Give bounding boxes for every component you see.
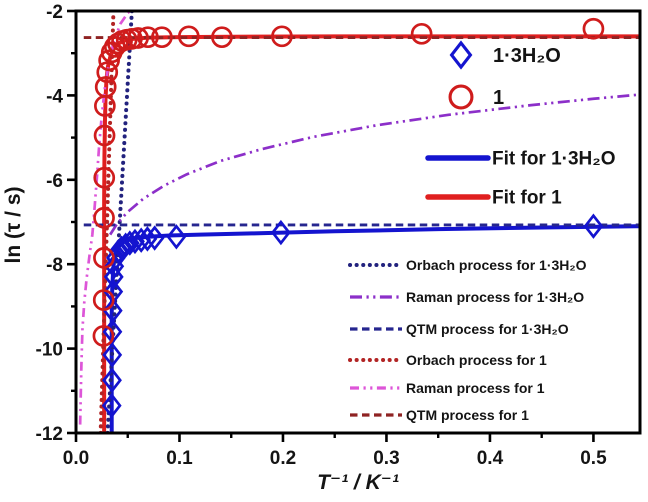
data-point-sample-hydrate (583, 213, 604, 239)
data-point-sample-1 (127, 27, 149, 49)
legend-label-sample-1: 1 (493, 87, 504, 109)
line-raman-hydrate (109, 93, 639, 236)
legend-label-orbach-1: Orbach process for 1 (406, 352, 547, 368)
data-point-sample-hydrate (105, 245, 126, 271)
y-tick-label: -6 (46, 171, 63, 192)
axis-ticks (67, 9, 595, 442)
data-point-sample-1 (93, 166, 116, 189)
data-point-sample-hydrate (270, 219, 291, 246)
data-point-sample-1 (211, 26, 233, 49)
data-point-sample-1 (582, 17, 605, 40)
data-point-sample-hydrate (102, 342, 123, 368)
x-tick-label: 0.0 (63, 448, 89, 469)
data-point-sample-1 (271, 25, 293, 48)
x-tick-label: 0.2 (270, 448, 296, 469)
data-point-sample-1 (151, 26, 173, 49)
data-point-sample-hydrate (101, 392, 122, 419)
data-point-sample-1 (93, 124, 116, 147)
plot-frame (74, 9, 642, 435)
data-point-sample-hydrate (144, 225, 165, 251)
y-tick-label: -8 (46, 255, 63, 276)
data-point-sample-1 (103, 36, 126, 58)
data-point-sample-hydrate (103, 264, 124, 290)
data-point-sample-1 (410, 22, 433, 45)
legend-marker-sample-hydrate (449, 40, 473, 70)
data-point-sample-hydrate (111, 235, 132, 261)
data-point-sample-1 (92, 289, 115, 311)
data-point-sample-1 (93, 247, 115, 269)
legend-label-orbach-hydrate: Orbach process for 1·3H₂O (406, 257, 587, 273)
data-point-sample-hydrate (115, 232, 136, 258)
plot-series (78, 12, 639, 433)
data-point-sample-hydrate (102, 297, 123, 324)
x-tick-label: 0.3 (373, 448, 399, 469)
data-point-sample-1 (177, 25, 200, 48)
data-point-sample-hydrate (119, 230, 140, 256)
legend-label-sample-hydrate: 1·3H₂O (493, 45, 561, 67)
x-tick-label: 0.5 (580, 448, 607, 469)
axis-tick-labels: 0.0 0.1 0.2 0.3 0.4 0.5 -12 -10 -8 -6 -4 -2 (36, 2, 608, 469)
x-axis-label: T⁻¹ / K⁻¹ (317, 471, 399, 494)
x-tick-label: 0.1 (166, 448, 193, 469)
y-axis-label: ln (τ / s) (2, 186, 25, 263)
legend-label-raman-1: Raman process for 1 (406, 380, 545, 396)
legend-label-qtm-1: QTM process for 1 (406, 407, 529, 423)
legend-label-raman-hydrate: Raman process for 1·3H₂O (406, 289, 584, 305)
y-tick-label: -4 (46, 86, 63, 107)
x-tick-label: 0.4 (477, 448, 504, 469)
data-point-sample-hydrate (166, 224, 187, 250)
legend-label-fit-1: Fit for 1 (492, 188, 562, 209)
legend-label-qtm-hydrate: QTM process for 1·3H₂O (406, 321, 569, 337)
data-point-sample-hydrate (137, 226, 158, 252)
legend-label-fit-hydrate: Fit for 1·3H₂O (492, 149, 616, 170)
data-point-sample-1 (137, 26, 159, 49)
y-tick-label: -12 (36, 424, 63, 445)
chart-legend: 1·3H₂O 1 Fit for 1·3H₂O Fit for 1 Orbach pro… (348, 40, 616, 423)
data-point-sample-1 (94, 76, 117, 98)
data-point-sample-1 (93, 206, 115, 229)
y-tick-label: -10 (36, 340, 63, 361)
data-point-sample-hydrate (102, 367, 122, 393)
data-point-sample-1 (96, 61, 119, 84)
legend-marker-sample-1 (448, 84, 474, 110)
line-orbach-hydrate (105, 12, 134, 433)
y-tick-label: -2 (46, 2, 63, 23)
data-point-sample-1 (92, 325, 115, 347)
